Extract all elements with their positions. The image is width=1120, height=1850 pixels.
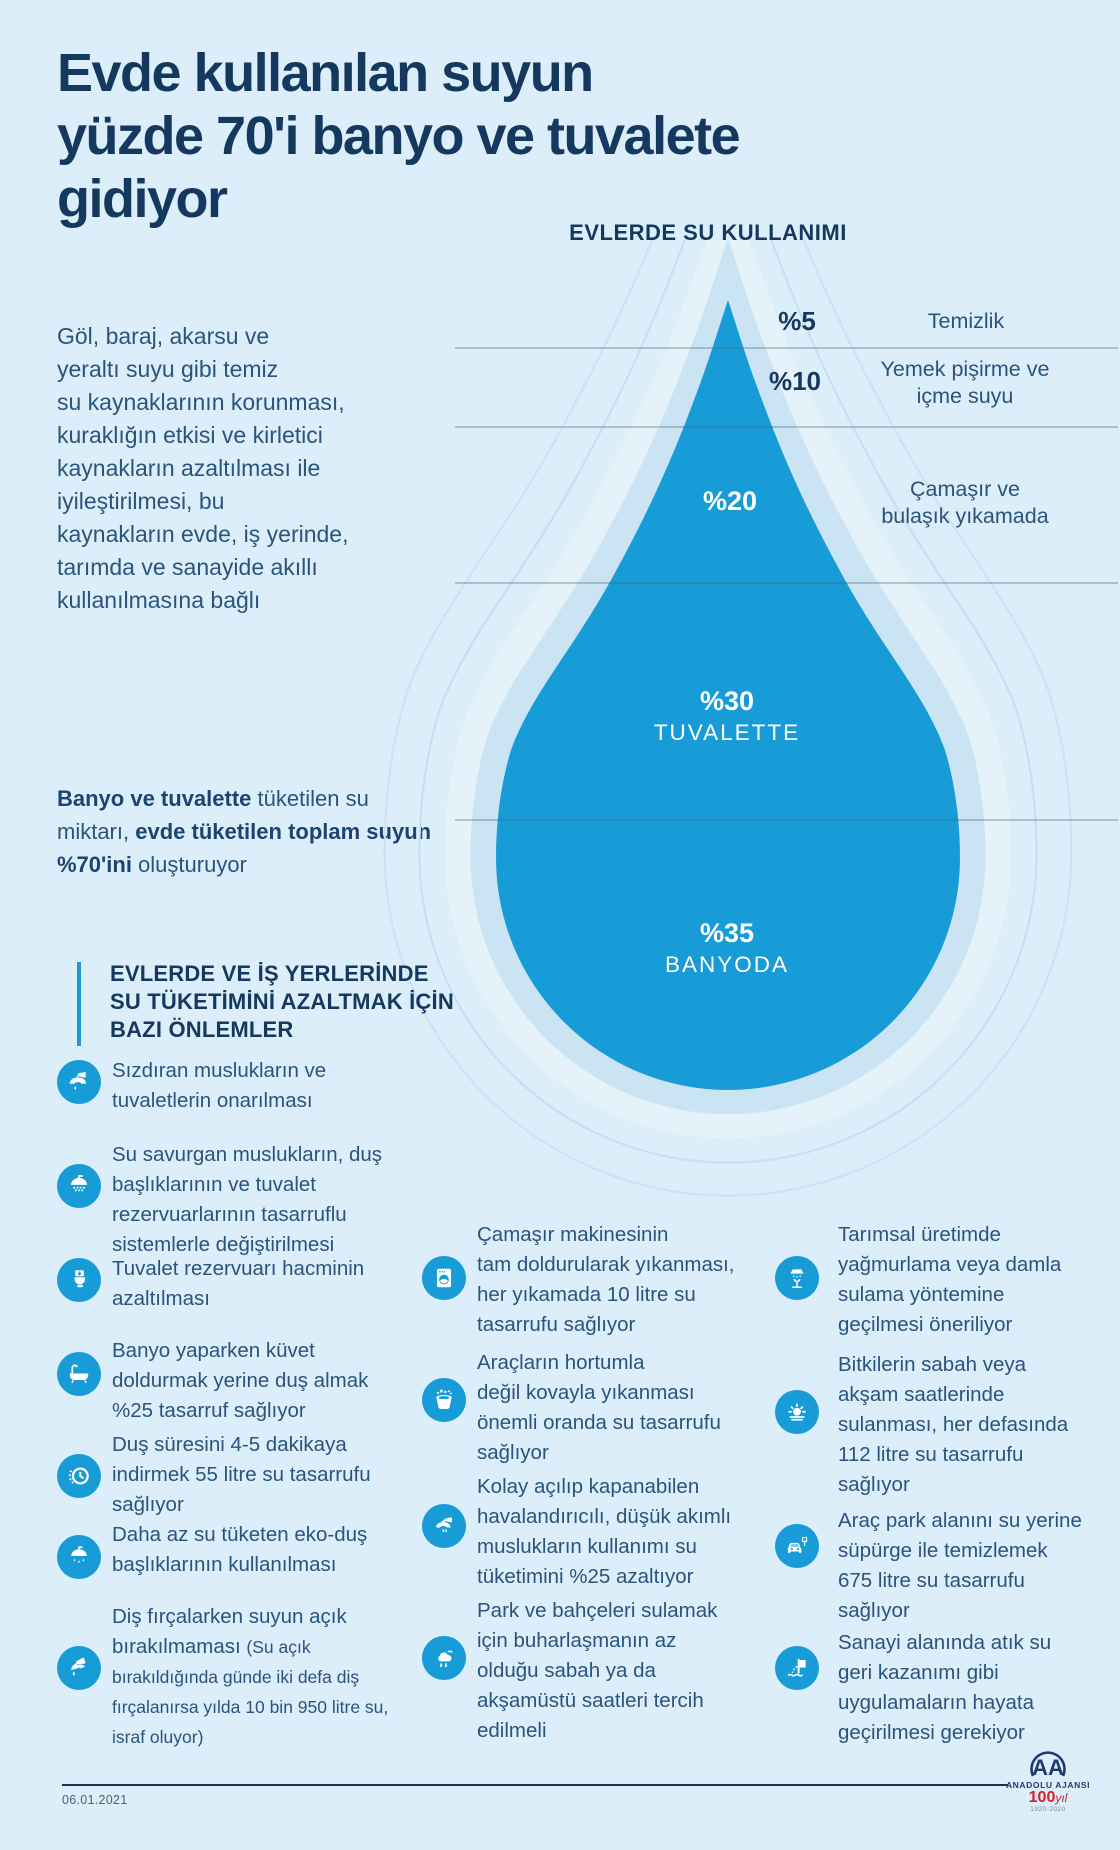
section-accent-bar [77,962,81,1046]
centennial-mark: 100yıl [1000,1790,1096,1806]
footer-divider [62,1784,1008,1786]
measure-text: Sızdıran muslukların ve tuvaletlerin ona… [112,1059,327,1112]
morning-watering-icon [775,1390,819,1434]
water-drop-chart [383,240,1118,1197]
measure-text: Sanayi alanında atık su geri kazanımı gi… [838,1631,1052,1744]
agency-name: ANADOLU AJANSI [1005,1780,1091,1790]
drop-ripple-outer [383,240,1073,1197]
drop-ripple-inner [418,240,1038,1164]
pct-temizlik: %5 [778,306,816,336]
centennial-suffix: yıl [1055,1791,1068,1805]
measure-text: Çamaşır makinesinin tam doldurularak yık… [477,1223,735,1336]
segment-divider-lines [455,347,1118,821]
measure-text: Araç park alanını su yerine süpürge ile … [838,1509,1082,1622]
drip-irrigation-icon [775,1256,819,1300]
measure-text: Tuvalet rezervuarı hacminin azaltılması [112,1257,365,1310]
eco-shower-icon [57,1535,101,1579]
water-drop-shape [496,300,960,1090]
garden-watering-icon [422,1636,466,1680]
label-yemek: Yemek pişirme ve içme suyu [880,357,1050,408]
measure-text: Diş fırçalarken suyun açık bırakılmaması… [112,1605,389,1747]
tooth-brushing-icon [57,1646,101,1690]
wash-bucket-icon [422,1378,466,1422]
highlight-paragraph: Banyo ve tuvalette tüketilen su miktarı,… [57,786,432,877]
intro-paragraph: Göl, baraj, akarsu ve yeraltı suyu gibi … [57,323,349,613]
label-camasir: Çamaşır ve bulaşık yıkamada [881,477,1049,528]
shower-head-icon [57,1164,101,1208]
aerator-faucet-icon [422,1504,466,1548]
measure-text: Bitkilerin sabah veya akşam saatlerinde … [838,1353,1069,1496]
car-park-icon [775,1524,819,1568]
leaky-faucet-icon [57,1060,101,1104]
footer-date: 06.01.2021 [62,1793,128,1807]
bathtub-icon [57,1352,101,1396]
toilet-cistern-icon [57,1258,101,1302]
wastewater-recycle-icon [775,1646,819,1690]
label-temizlik: Temizlik [927,309,1005,333]
pct-yemek: %10 [768,366,822,396]
section-heading: EVLERDE VE İŞ YERLERİNDE SU TÜKETİMİNİ A… [110,961,454,1042]
measure-text: Banyo yaparken küvet doldurmak yerine du… [112,1339,369,1422]
measure-text: Araçların hortumla değil kovayla yıkanma… [477,1351,721,1464]
measure-text: Tarımsal üretimde yağmurlama veya damla … [838,1223,1062,1336]
centennial-number: 100 [1028,1789,1056,1806]
measure-text: Kolay açılıp kapanabilen havalandırıcılı… [477,1475,732,1588]
pct-tuvalette: %30 [699,686,755,716]
chart-title: EVLERDE SU KULLANIMI [569,220,847,245]
measure-text: Daha az su tüketen eko-duş başlıklarının… [112,1523,368,1576]
agency-logo: AA ANADOLU AJANSI 100yıl 1920-2020 [1000,1742,1096,1813]
washing-machine-icon [422,1256,466,1300]
pct-banyoda: %35 [699,918,755,948]
centennial-years: 1920-2020 [1030,1806,1066,1813]
measure-text: Su savurgan muslukların, duş başlıkların… [112,1143,383,1256]
page-title: Evde kullanılan suyun yüzde 70'i banyo v… [57,43,741,229]
label-banyoda: BANYODA [664,952,790,977]
svg-text:AA: AA [1032,1755,1064,1780]
aa-monogram-icon: AA [1030,1751,1066,1780]
measure-text: Duş süresini 4-5 dakikaya indirmek 55 li… [112,1433,371,1516]
pct-camasir: %20 [702,486,758,516]
label-tuvalette: TUVALETTE [653,720,801,745]
timer-icon [57,1454,101,1498]
measure-text: Park ve bahçeleri sulamak için buharlaşm… [477,1599,718,1742]
